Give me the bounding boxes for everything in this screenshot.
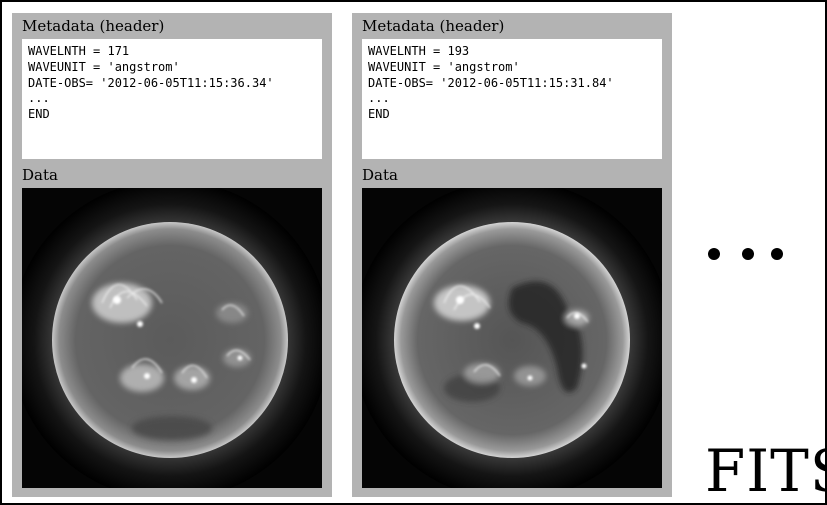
fits-hdu-panel: Metadata (header) WAVELNTH = 193 WAVEUNI… bbox=[352, 13, 672, 497]
data-label: Data bbox=[362, 166, 398, 184]
dot bbox=[708, 248, 720, 260]
data-label: Data bbox=[22, 166, 58, 184]
header-box: WAVELNTH = 193 WAVEUNIT = 'angstrom' DAT… bbox=[362, 39, 662, 159]
header-line: END bbox=[28, 107, 50, 122]
sun-image-193 bbox=[362, 188, 662, 488]
header-line: WAVELNTH = 193 bbox=[368, 44, 470, 58]
header-line: ... bbox=[28, 91, 50, 106]
dot bbox=[742, 248, 754, 260]
header-line: DATE-OBS= '2012-06-05T11:15:36.34' bbox=[28, 75, 274, 90]
fits-hdu-panel: Metadata (header) WAVELNTH = 171 WAVEUNI… bbox=[12, 13, 332, 497]
header-line: WAVELNTH = 171 bbox=[28, 44, 130, 58]
header-box: WAVELNTH = 171 WAVEUNIT = 'angstrom' DAT… bbox=[22, 39, 322, 159]
metadata-label: Metadata (header) bbox=[22, 17, 165, 35]
sun-image-171 bbox=[22, 188, 322, 488]
header-line: WAVEUNIT = 'angstrom' bbox=[368, 59, 520, 74]
header-line: WAVEUNIT = 'angstrom' bbox=[28, 59, 180, 74]
format-label: FITS bbox=[705, 437, 827, 505]
sun-193-svg bbox=[362, 188, 662, 488]
ellipsis-icon bbox=[708, 244, 792, 264]
header-line: END bbox=[368, 107, 390, 122]
header-line: DATE-OBS= '2012-06-05T11:15:31.84' bbox=[368, 75, 614, 90]
dot bbox=[771, 248, 783, 260]
header-line: ... bbox=[368, 91, 390, 106]
sun-171-svg bbox=[22, 188, 322, 488]
metadata-label: Metadata (header) bbox=[362, 17, 505, 35]
